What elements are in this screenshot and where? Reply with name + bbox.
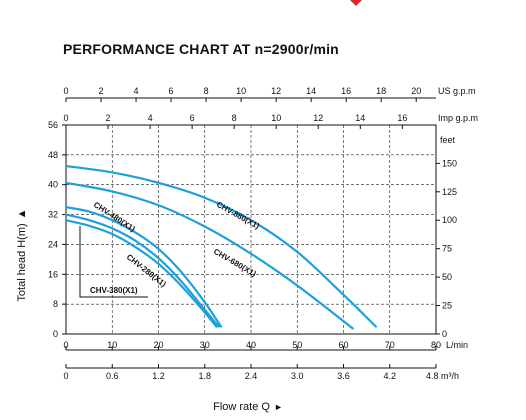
- series-line-chv-880-x1-: [64, 164, 377, 328]
- top2-tick-label: 10: [271, 113, 281, 123]
- x-tick-label: 40: [246, 340, 256, 350]
- x2-tick-label: 0: [63, 371, 68, 381]
- x2-unit-label: 4.8 m³/h: [426, 371, 459, 381]
- series-line-chv-680-x1-: [64, 181, 354, 330]
- series-line-chv-480-x1-: [64, 206, 223, 328]
- top1-tick-label: 16: [341, 86, 351, 96]
- top1-tick-label: 6: [169, 86, 174, 96]
- right-tick-label: 100: [442, 215, 457, 225]
- series-line-chv-280-x1-: [64, 213, 220, 328]
- top2-unit-label: Imp g.p.m: [438, 113, 478, 123]
- y-tick-label: 32: [48, 210, 58, 220]
- series-label-leader: [79, 226, 148, 298]
- grid: [66, 125, 436, 334]
- x2-tick-label: 3.0: [291, 371, 304, 381]
- x-tick-label: 60: [338, 340, 348, 350]
- series-labels: CHV-880(X1)CHV-680(X1)CHV-480(X1)CHV-280…: [79, 200, 261, 298]
- plot-frame: [65, 124, 437, 335]
- y-tick-label: 56: [48, 120, 58, 130]
- y-tick-label: 16: [48, 269, 58, 279]
- right-unit-label: feet: [440, 135, 456, 145]
- x-tick-label: 70: [385, 340, 395, 350]
- red-corner-mark: [350, 0, 362, 6]
- y-tick-label: 48: [48, 150, 58, 160]
- right-tick-label: 25: [442, 301, 452, 311]
- axes: [62, 97, 440, 369]
- x2-tick-label: 3.6: [337, 371, 350, 381]
- series-label-chv-280-x1-: CHV-280(X1): [125, 252, 168, 289]
- right-tick-label: 125: [442, 187, 457, 197]
- top2-tick-label: 0: [63, 113, 68, 123]
- series-line-chv-380-x1-: [64, 219, 218, 328]
- top1-tick-label: 8: [204, 86, 209, 96]
- y-tick-label: 0: [53, 329, 58, 339]
- x-tick-label: 10: [107, 340, 117, 350]
- top1-tick-label: 20: [411, 86, 421, 96]
- x2-tick-label: 0.6: [106, 371, 119, 381]
- top2-tick-label: 4: [148, 113, 153, 123]
- x2-tick-label: 2.4: [245, 371, 258, 381]
- top1-tick-label: 10: [236, 86, 246, 96]
- top2-tick-label: 8: [232, 113, 237, 123]
- top2-tick-label: 2: [106, 113, 111, 123]
- y-axis-title-text: Total head H(m): [16, 223, 28, 301]
- x2-tick-label: 1.8: [198, 371, 211, 381]
- top1-tick-label: 12: [271, 86, 281, 96]
- top1-unit-label: US g.p.m: [438, 86, 476, 96]
- top1-tick-label: 4: [134, 86, 139, 96]
- series-label-chv-380-x1-: CHV-380(X1): [90, 286, 138, 295]
- right-tick-label: 150: [442, 158, 457, 168]
- x-tick-label: 50: [292, 340, 302, 350]
- top2-tick-label: 12: [313, 113, 323, 123]
- top1-tick-label: 0: [63, 86, 68, 96]
- x-tick-label: 20: [153, 340, 163, 350]
- x-tick-label: 0: [63, 340, 68, 350]
- y-axis-title: Total head H(m)▲: [16, 208, 28, 301]
- x-axis-title-text: Flow rate Q: [213, 401, 270, 413]
- x-tick-label: 30: [200, 340, 210, 350]
- x-unit-label: L/min: [446, 340, 468, 350]
- chart-title: PERFORMANCE CHART AT n=2900r/min: [63, 41, 339, 57]
- series-label-chv-880-x1-: CHV-880(X1): [215, 200, 261, 231]
- y-tick-label: 24: [48, 239, 58, 249]
- right-tick-label: 50: [442, 272, 452, 282]
- x2-tick-label: 1.2: [152, 371, 165, 381]
- right-tick-label: 75: [442, 244, 452, 254]
- x-axis-title: Flow rate Q ►: [213, 401, 283, 413]
- top1-tick-label: 14: [306, 86, 316, 96]
- top1-tick-label: 2: [99, 86, 104, 96]
- top2-tick-label: 6: [190, 113, 195, 123]
- x-tick-label: 80: [431, 340, 441, 350]
- right-tick-label: 0: [442, 329, 447, 339]
- top1-tick-label: 18: [376, 86, 386, 96]
- top2-tick-label: 14: [355, 113, 365, 123]
- y-tick-label: 8: [53, 299, 58, 309]
- series-curves: [64, 164, 377, 330]
- x2-tick-label: 4.2: [383, 371, 396, 381]
- y-tick-label: 40: [48, 180, 58, 190]
- top2-tick-label: 16: [397, 113, 407, 123]
